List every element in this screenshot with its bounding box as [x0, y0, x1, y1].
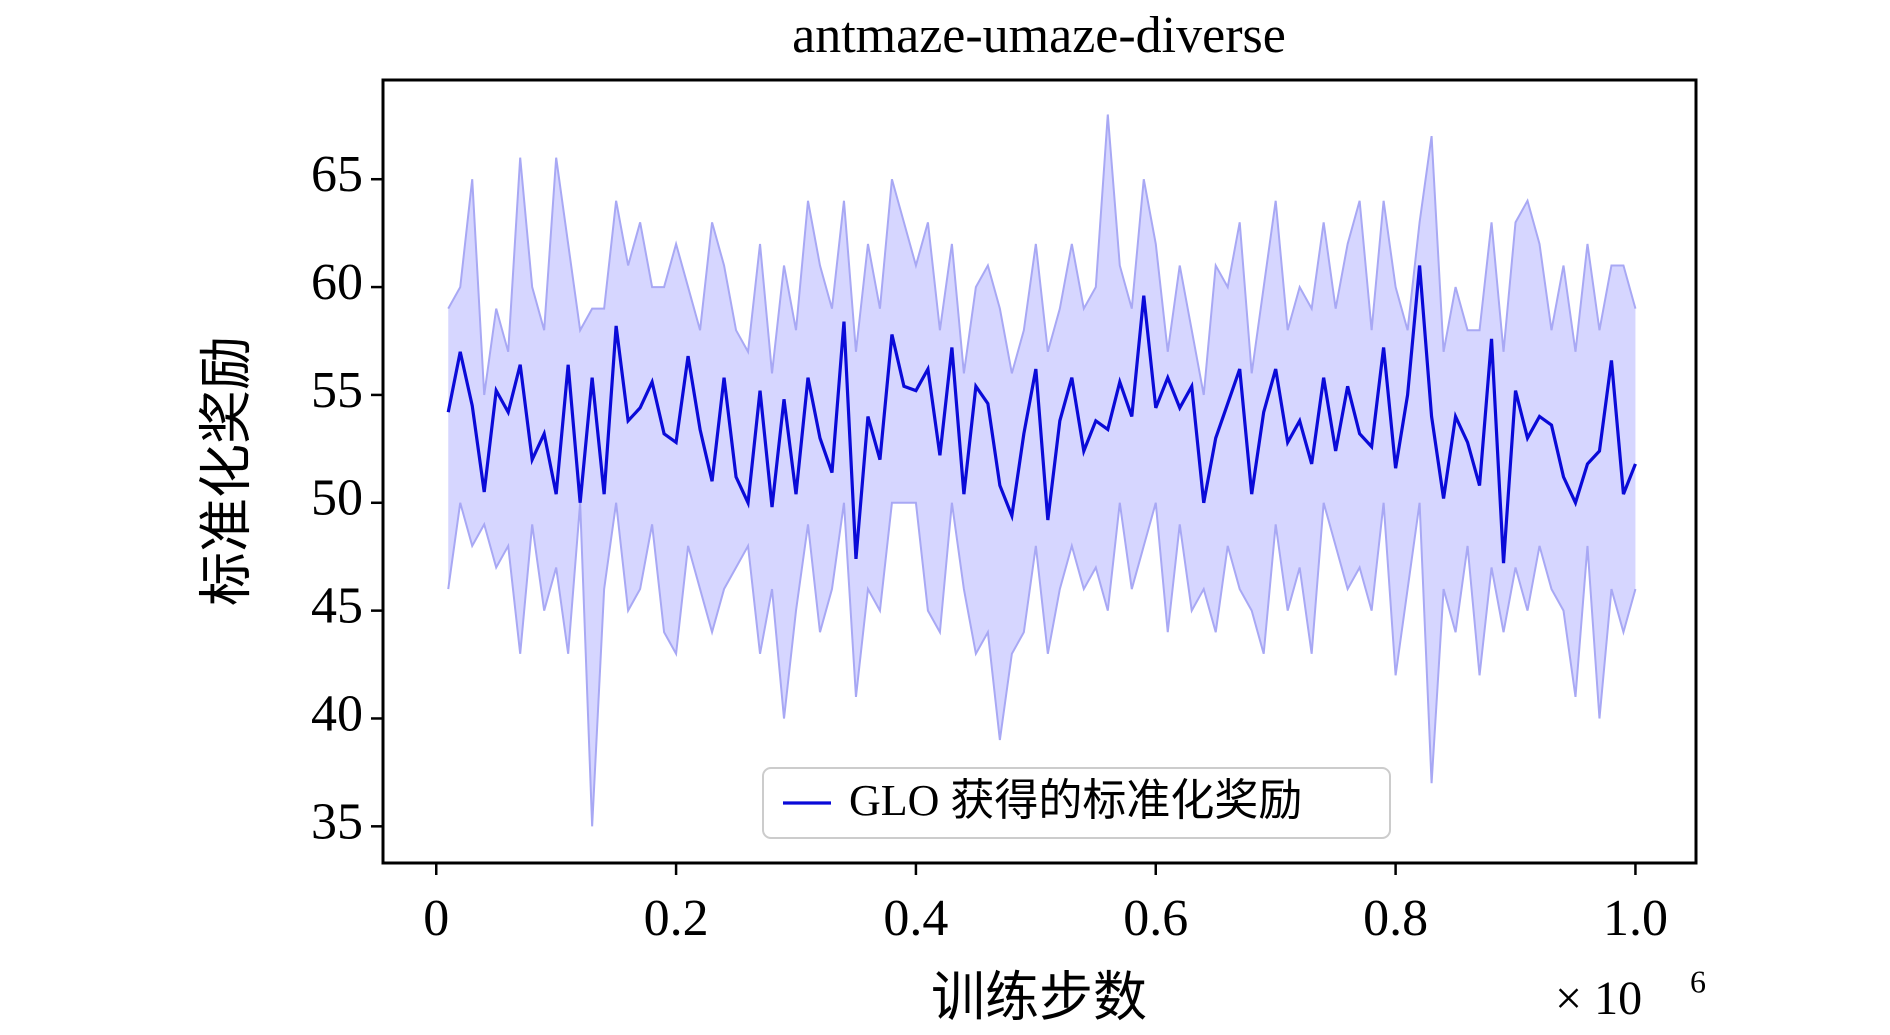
y-tick-label: 40 — [311, 685, 363, 742]
x-scale-exponent: 6 — [1690, 963, 1706, 999]
x-axis-label: 训练步数 — [931, 967, 1147, 1027]
chart-title: antmaze-umaze-diverse — [792, 7, 1286, 64]
x-tick-label: 0 — [423, 890, 449, 947]
x-tick-label: 0.2 — [644, 890, 709, 947]
y-tick-label: 35 — [311, 793, 363, 850]
y-tick-label: 55 — [311, 362, 363, 419]
mean-line — [446, 265, 1637, 564]
confidence-band — [448, 114, 1636, 827]
plot-frame — [381, 78, 1698, 865]
y-tick-label: 50 — [311, 470, 363, 527]
band-upper-edge — [447, 114, 1637, 396]
legend-label: GLO 获得的标准化奖励 — [849, 776, 1302, 825]
x-tick-label: 0.4 — [883, 890, 948, 947]
legend: GLO 获得的标准化奖励 — [762, 767, 1391, 839]
band-lower-edge — [447, 501, 1637, 827]
x-tick-label: 1.0 — [1603, 890, 1668, 947]
x-tick-label: 0.6 — [1123, 890, 1188, 947]
y-tick-label: 65 — [311, 146, 363, 203]
x-tick-label: 0.8 — [1363, 890, 1428, 947]
legend-box — [762, 767, 1391, 839]
y-tick-label: 60 — [311, 254, 363, 311]
y-axis-label: 标准化奖励 — [196, 336, 256, 606]
x-scale-label: × 10 — [1555, 972, 1642, 1025]
y-tick-label: 45 — [311, 578, 363, 635]
